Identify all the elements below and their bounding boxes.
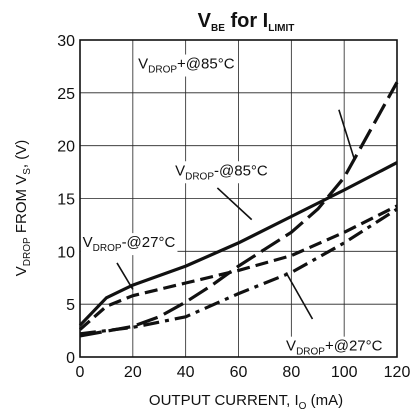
annotation-label: VDROP+@85°C xyxy=(138,56,235,76)
x-tick-label: 0 xyxy=(76,364,85,381)
y-tick-label: 5 xyxy=(66,297,75,314)
y-tick-label: 15 xyxy=(57,192,75,209)
annotation-background xyxy=(284,336,385,359)
x-tick-label: 80 xyxy=(282,364,300,381)
annotation-background xyxy=(173,161,270,184)
y-tick-labels: 0 5 10 15 20 25 30 xyxy=(57,33,75,367)
annotation-background xyxy=(80,233,178,256)
annotation-leader xyxy=(285,272,314,320)
series-line-1 xyxy=(78,204,398,331)
annotation-label: VDROP+@27°C xyxy=(286,338,383,358)
x-tick-label: 20 xyxy=(124,364,142,381)
annotation-leader xyxy=(338,109,356,161)
series-line-3 xyxy=(79,207,398,336)
annotation-leader xyxy=(116,262,134,290)
grid xyxy=(79,39,398,358)
x-tick-labels: 0 20 40 60 80 100 120 xyxy=(76,364,411,381)
y-tick-label: 0 xyxy=(66,350,75,367)
series-line-2 xyxy=(79,81,399,338)
x-tick-label: 60 xyxy=(230,364,248,381)
chart-title: VBE for ILIMIT xyxy=(198,10,295,34)
y-tick-label: 20 xyxy=(57,139,75,156)
x-tick-label: 40 xyxy=(177,364,195,381)
x-tick-label: 100 xyxy=(331,364,358,381)
y-tick-label: 25 xyxy=(57,86,75,103)
x-tick-label: 120 xyxy=(384,364,411,381)
y-axis-label: VDROP FROM VS, (V) xyxy=(13,140,33,276)
annotation-label: VDROP-@27°C xyxy=(83,234,176,254)
annotation-background xyxy=(136,54,237,77)
annotation-leader xyxy=(216,187,253,221)
annotations: VDROP+@85°C VDROP-@85°C VDROP-@27°C VDROP+@… xyxy=(80,54,385,359)
series-group xyxy=(78,81,399,338)
series-line-0 xyxy=(78,161,398,327)
plot-frame xyxy=(79,39,398,358)
annotation-label: VDROP-@85°C xyxy=(175,162,268,182)
y-tick-label: 30 xyxy=(57,33,75,50)
leader-lines xyxy=(116,109,356,320)
y-tick-label: 10 xyxy=(57,244,75,261)
x-axis-label: OUTPUT CURRENT, IO (mA) xyxy=(149,392,343,412)
